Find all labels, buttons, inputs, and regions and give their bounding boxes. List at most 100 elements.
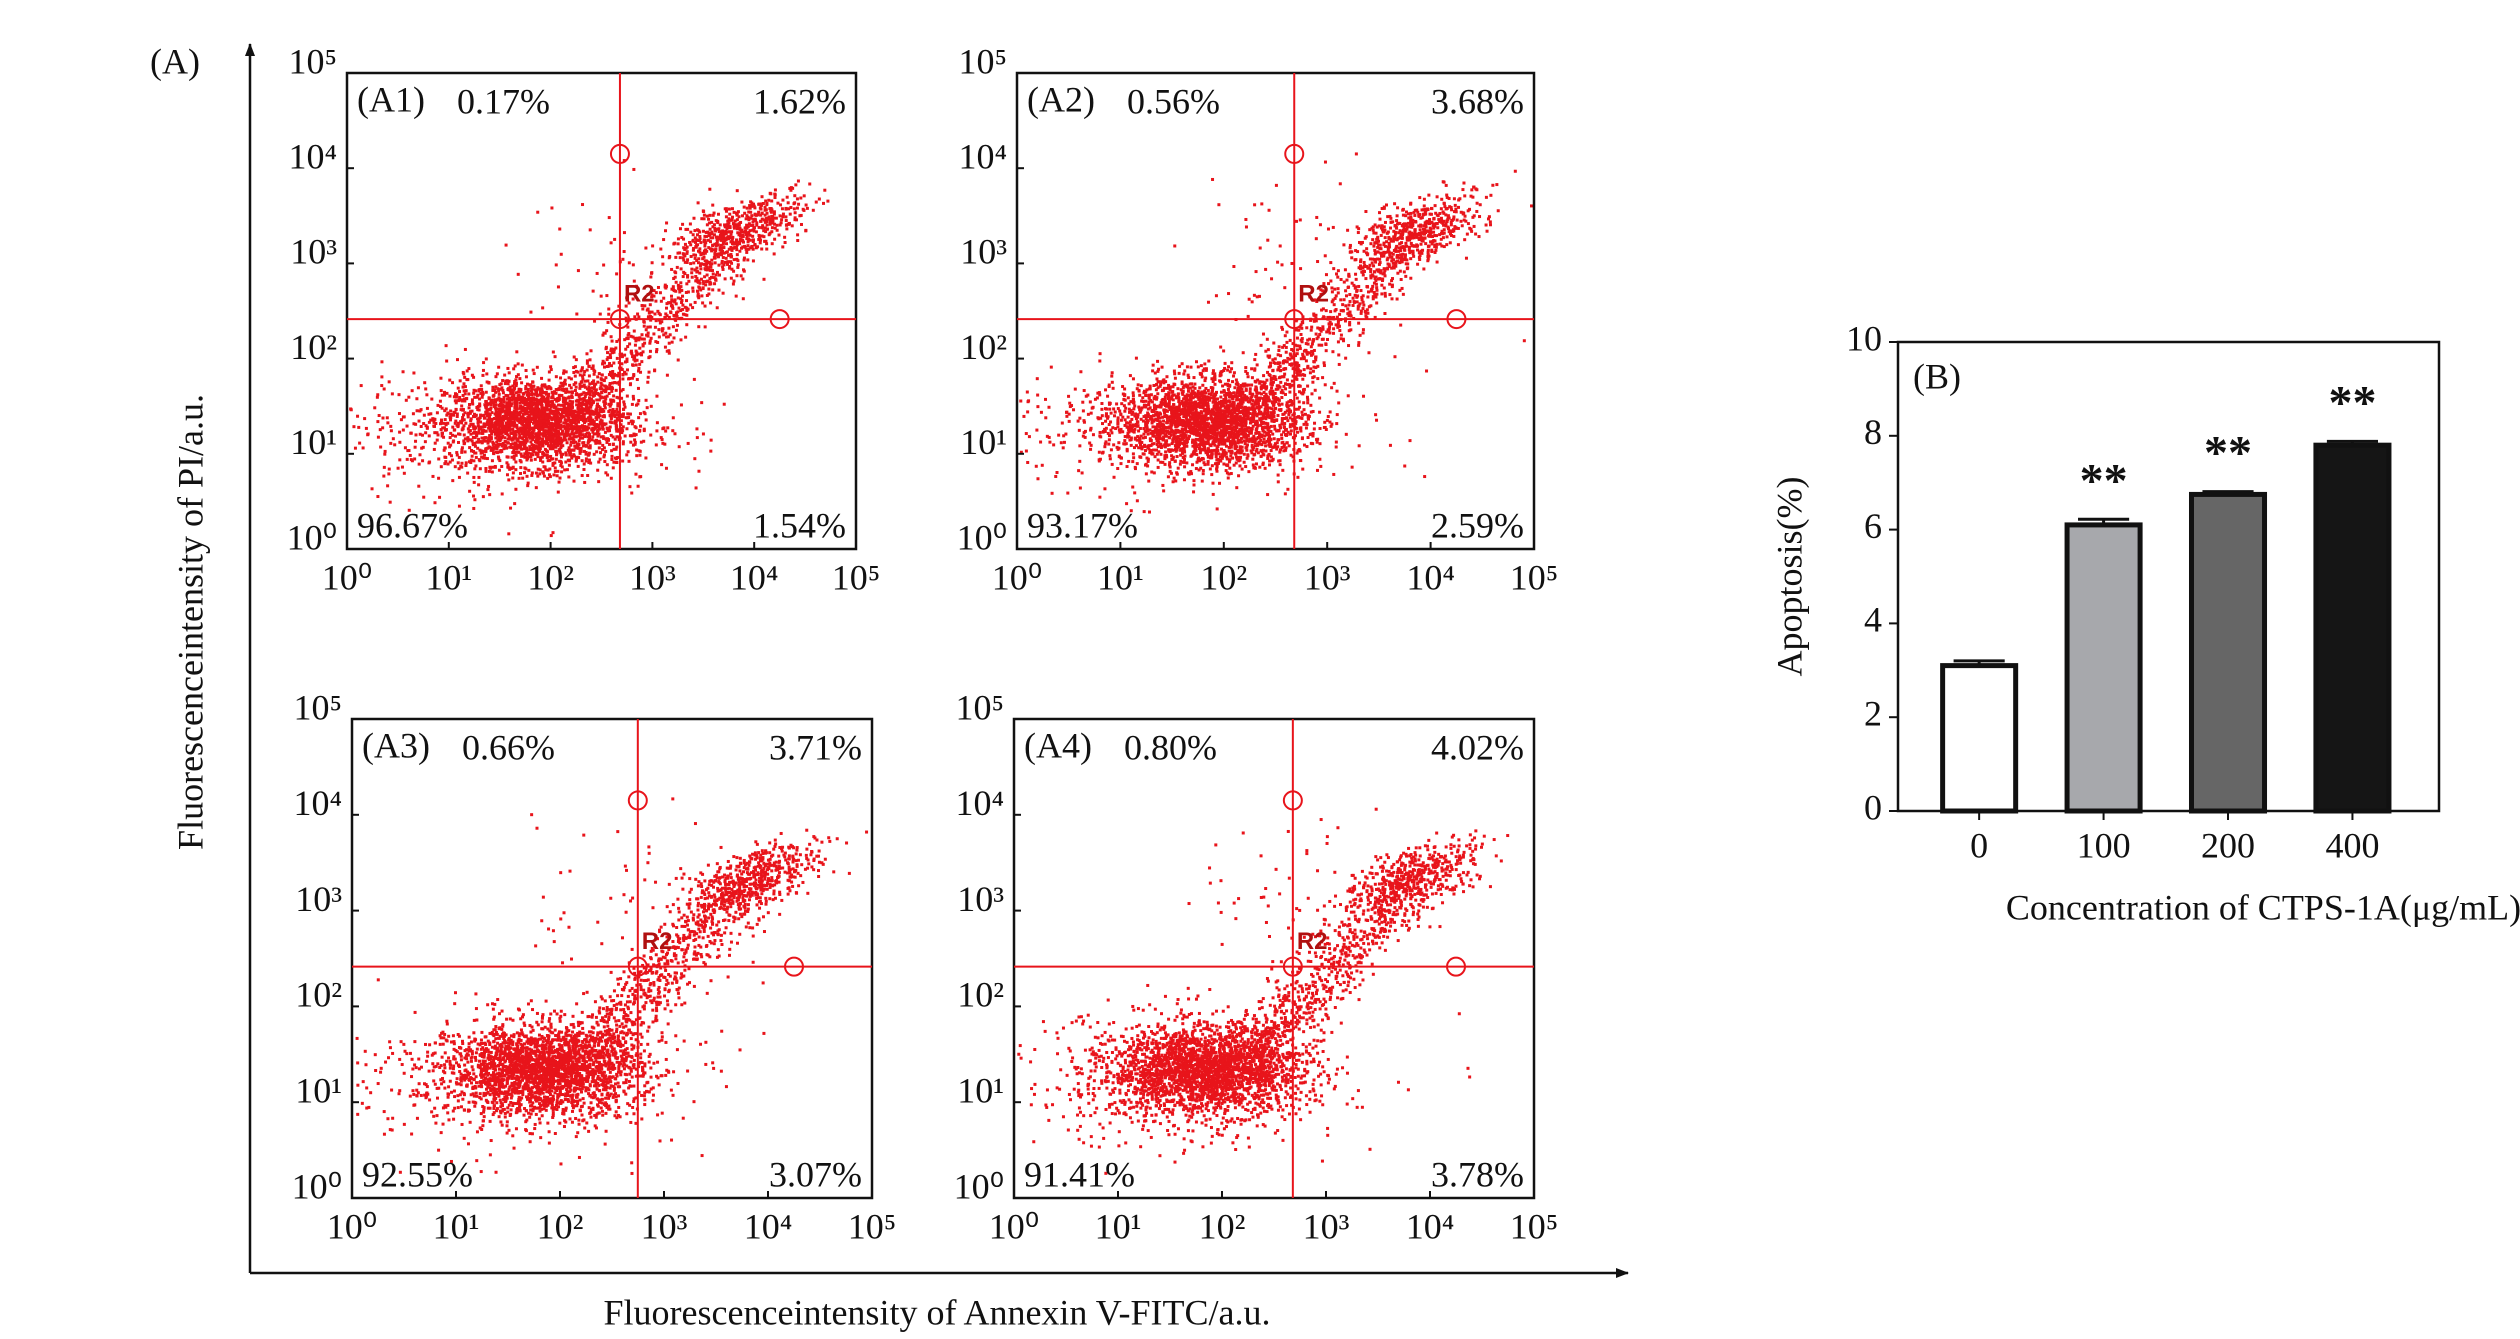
event-dot: [485, 380, 489, 384]
event-dot: [433, 501, 437, 505]
event-dot: [1270, 407, 1274, 411]
event-dot: [1089, 411, 1093, 415]
event-dot: [554, 432, 558, 436]
event-dot: [1375, 418, 1379, 422]
event-dot: [665, 314, 669, 318]
event-dot: [742, 230, 746, 234]
event-dot: [560, 413, 564, 417]
event-dot: [642, 429, 646, 433]
event-dot: [696, 238, 700, 242]
event-dot: [736, 263, 740, 267]
event-dot: [770, 226, 774, 230]
event-dot: [726, 222, 730, 226]
event-dot: [418, 453, 422, 457]
event-dot: [638, 336, 642, 340]
event-dot: [565, 387, 569, 391]
event-dot: [427, 434, 431, 438]
event-dot: [569, 437, 573, 441]
event-dot: [641, 350, 645, 354]
event-dot: [665, 373, 669, 377]
event-dot: [536, 452, 540, 456]
event-dot: [1204, 451, 1208, 455]
event-dot: [531, 368, 535, 372]
event-dot: [620, 355, 624, 359]
event-dot: [533, 415, 537, 419]
event-dot: [550, 390, 554, 394]
event-dot: [608, 420, 612, 424]
event-dot: [576, 412, 580, 416]
event-dot: [576, 419, 580, 423]
event-dot: [477, 431, 481, 435]
event-dot: [753, 212, 757, 216]
event-dot: [711, 236, 715, 240]
event-dot: [610, 449, 614, 453]
event-dot: [572, 448, 576, 452]
event-dot: [507, 428, 511, 432]
event-dot: [457, 398, 461, 402]
event-dot: [550, 400, 554, 404]
event-dot: [562, 404, 566, 408]
event-dot: [534, 451, 538, 455]
event-dot: [418, 432, 422, 436]
event-dot: [597, 423, 601, 427]
event-dot: [601, 333, 605, 337]
event-dot: [574, 440, 578, 444]
event-dot: [556, 469, 560, 473]
event-dot: [1242, 460, 1246, 464]
event-dot: [432, 424, 436, 428]
event-dot: [519, 471, 523, 475]
event-dot: [472, 459, 476, 463]
event-dot: [650, 293, 654, 297]
gate-handle: [609, 143, 630, 164]
event-dot: [677, 445, 681, 449]
event-dot: [642, 320, 646, 324]
event-dot: [425, 393, 429, 397]
event-dot: [459, 420, 463, 424]
event-dot: [1122, 397, 1126, 401]
event-dot: [695, 233, 699, 237]
event-dot: [538, 410, 542, 414]
event-dot: [548, 458, 552, 462]
event-dot: [467, 367, 471, 371]
event-dot: [799, 222, 803, 226]
event-dot: [553, 461, 557, 465]
event-dot: [544, 390, 548, 394]
event-dot: [621, 257, 625, 261]
event-dot: [1286, 419, 1290, 423]
event-dot: [715, 237, 719, 241]
event-dot: [707, 246, 711, 250]
event-dot: [712, 233, 716, 237]
event-dot: [1181, 390, 1185, 394]
event-dot: [604, 386, 608, 390]
event-dot: [512, 450, 516, 454]
event-dot: [579, 404, 583, 408]
y-axis-label: Fluorescenceintensity of PI/a.u.: [170, 394, 210, 850]
event-dot: [619, 423, 623, 427]
event-dot: [572, 432, 576, 436]
event-dot: [492, 423, 496, 427]
event-dot: [717, 252, 721, 256]
event-dot: [617, 371, 621, 375]
event-dot: [644, 418, 648, 422]
event-dot: [764, 230, 768, 234]
quadrant-percent: 1.62%: [753, 81, 846, 121]
event-dot: [707, 221, 711, 225]
event-dot: [504, 431, 508, 435]
event-dot: [694, 253, 698, 257]
event-dot: [553, 355, 557, 359]
event-dot: [468, 489, 472, 493]
event-dot: [478, 448, 482, 452]
event-dot: [669, 294, 673, 298]
event-dot: [489, 418, 493, 422]
event-dot: [1233, 386, 1237, 390]
event-dot: [501, 427, 505, 431]
event-dot: [480, 436, 484, 440]
event-dot: [765, 242, 769, 246]
event-dot: [568, 452, 572, 456]
event-dot: [522, 417, 526, 421]
event-dot: [763, 226, 767, 230]
event-dot: [536, 467, 540, 471]
event-dot: [1236, 402, 1240, 406]
event-dot: [581, 419, 585, 423]
event-dot: [674, 313, 678, 317]
